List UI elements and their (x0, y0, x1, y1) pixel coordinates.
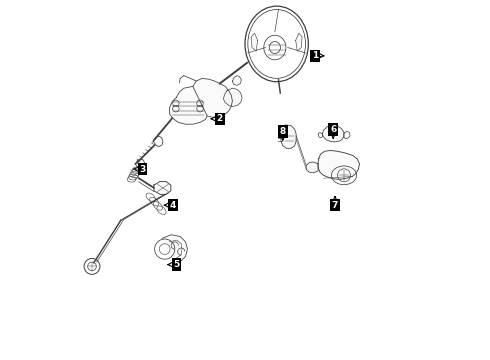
Polygon shape (154, 181, 171, 194)
Text: 1: 1 (312, 51, 318, 60)
Polygon shape (251, 33, 258, 51)
Polygon shape (223, 88, 242, 107)
Text: 5: 5 (173, 260, 180, 269)
Text: 2: 2 (217, 114, 223, 123)
Polygon shape (306, 162, 318, 173)
Polygon shape (153, 136, 163, 147)
Text: 7: 7 (332, 201, 338, 210)
Polygon shape (295, 33, 302, 51)
Text: 8: 8 (280, 127, 286, 136)
Polygon shape (281, 125, 296, 148)
Polygon shape (232, 76, 242, 85)
Text: 6: 6 (330, 125, 336, 134)
Text: 3: 3 (139, 165, 146, 174)
Polygon shape (135, 159, 145, 169)
Text: 4: 4 (170, 201, 176, 210)
